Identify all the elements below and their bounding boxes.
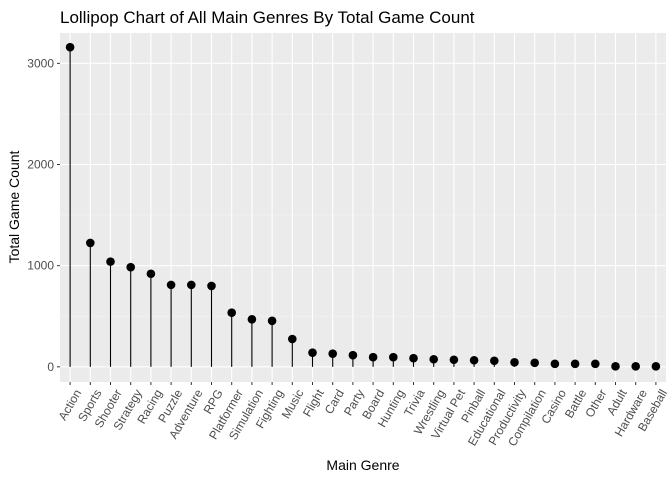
lollipop-dots — [65, 42, 661, 371]
lollipop-dot — [651, 362, 661, 371]
lollipop-dot — [449, 355, 459, 365]
lollipop-dot — [146, 269, 156, 279]
plot-panel — [60, 33, 666, 382]
lollipop-dot — [267, 316, 277, 326]
lollipop-dot — [409, 353, 418, 363]
lollipop-dot — [591, 359, 600, 369]
lollipop-dot — [389, 352, 398, 362]
lollipop-dot — [328, 349, 338, 358]
lollipop-dot — [247, 314, 257, 324]
lollipop-dot — [510, 357, 519, 367]
lollipop-stems — [69, 47, 657, 367]
x-tick-label: Other — [582, 387, 609, 420]
lollipop-dot — [631, 362, 640, 371]
y-axis-title: Total Game Count — [6, 150, 22, 263]
lollipop-dot — [490, 356, 499, 366]
lollipop-dot — [187, 280, 196, 290]
y-tick-label: 0 — [47, 360, 54, 374]
lollipop-dot — [288, 334, 297, 344]
lollipop-dot — [227, 308, 236, 318]
y-tick-label: 2000 — [27, 158, 54, 172]
lollipop-dot — [106, 257, 115, 266]
y-axis-ticks: 0 1000 2000 3000 — [27, 56, 60, 374]
lollipop-dot — [368, 352, 378, 362]
lollipop-dot — [530, 358, 539, 368]
lollipop-dot — [126, 262, 135, 272]
lollipop-dot — [611, 362, 620, 371]
minor-gridlines — [60, 113, 666, 317]
y-tick-label: 3000 — [27, 56, 54, 70]
lollipop-dot — [166, 280, 176, 290]
chart-title: Lollipop Chart of All Main Genres By Tot… — [60, 8, 475, 27]
lollipop-dot — [207, 281, 216, 291]
lollipop-dot — [308, 348, 317, 357]
lollipop-dot — [348, 350, 358, 360]
lollipop-dot — [570, 359, 580, 369]
lollipop-dot — [65, 42, 75, 52]
lollipop-dot — [469, 355, 479, 365]
x-axis-ticks: ActionSportsShooterStrategyRacingPuzzleA… — [56, 382, 670, 449]
x-axis-title: Main Genre — [326, 457, 399, 473]
lollipop-dot — [86, 238, 95, 248]
lollipop-dot — [550, 359, 560, 369]
y-tick-label: 1000 — [27, 259, 54, 273]
x-tick-label: Flight — [300, 386, 327, 419]
lollipop-dot — [429, 354, 439, 364]
